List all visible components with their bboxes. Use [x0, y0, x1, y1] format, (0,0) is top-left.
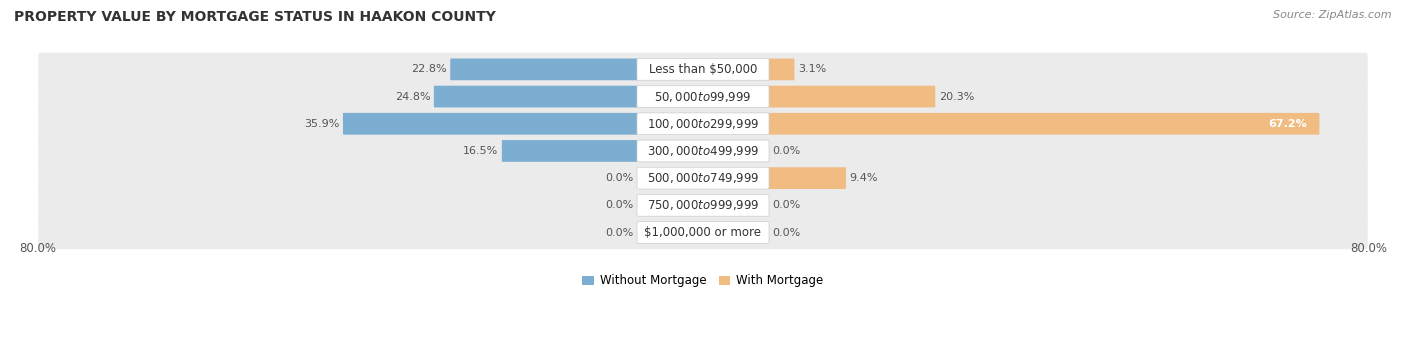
FancyBboxPatch shape [450, 58, 638, 80]
FancyBboxPatch shape [38, 80, 1368, 113]
Text: 80.0%: 80.0% [20, 242, 56, 255]
FancyBboxPatch shape [38, 134, 1368, 168]
Legend: Without Mortgage, With Mortgage: Without Mortgage, With Mortgage [578, 269, 828, 292]
Text: 80.0%: 80.0% [1350, 242, 1386, 255]
Text: 20.3%: 20.3% [939, 91, 974, 102]
Text: 35.9%: 35.9% [304, 119, 339, 129]
Text: $500,000 to $749,999: $500,000 to $749,999 [647, 171, 759, 185]
Text: $300,000 to $499,999: $300,000 to $499,999 [647, 144, 759, 158]
Text: $750,000 to $999,999: $750,000 to $999,999 [647, 198, 759, 212]
Text: 0.0%: 0.0% [773, 200, 801, 210]
FancyBboxPatch shape [38, 107, 1368, 140]
Text: PROPERTY VALUE BY MORTGAGE STATUS IN HAAKON COUNTY: PROPERTY VALUE BY MORTGAGE STATUS IN HAA… [14, 10, 496, 24]
FancyBboxPatch shape [637, 58, 769, 80]
Text: $100,000 to $299,999: $100,000 to $299,999 [647, 117, 759, 131]
FancyBboxPatch shape [768, 113, 1319, 135]
Text: 0.0%: 0.0% [605, 227, 633, 238]
Text: 67.2%: 67.2% [1268, 119, 1306, 129]
Text: 22.8%: 22.8% [411, 64, 447, 74]
FancyBboxPatch shape [38, 189, 1368, 222]
FancyBboxPatch shape [637, 113, 769, 135]
Text: 0.0%: 0.0% [773, 146, 801, 156]
FancyBboxPatch shape [768, 86, 935, 107]
FancyBboxPatch shape [768, 58, 794, 80]
FancyBboxPatch shape [637, 194, 769, 216]
FancyBboxPatch shape [38, 162, 1368, 195]
Text: 9.4%: 9.4% [849, 173, 879, 183]
Text: 16.5%: 16.5% [463, 146, 498, 156]
Text: Source: ZipAtlas.com: Source: ZipAtlas.com [1274, 10, 1392, 20]
FancyBboxPatch shape [637, 86, 769, 107]
FancyBboxPatch shape [343, 113, 638, 135]
Text: 0.0%: 0.0% [605, 200, 633, 210]
Text: 0.0%: 0.0% [773, 227, 801, 238]
Text: $1,000,000 or more: $1,000,000 or more [644, 226, 762, 239]
Text: Less than $50,000: Less than $50,000 [648, 63, 758, 76]
Text: 3.1%: 3.1% [799, 64, 827, 74]
FancyBboxPatch shape [768, 167, 846, 189]
FancyBboxPatch shape [38, 216, 1368, 249]
Text: 24.8%: 24.8% [395, 91, 430, 102]
Text: $50,000 to $99,999: $50,000 to $99,999 [654, 89, 752, 104]
Text: 0.0%: 0.0% [605, 173, 633, 183]
FancyBboxPatch shape [637, 222, 769, 243]
FancyBboxPatch shape [637, 167, 769, 189]
FancyBboxPatch shape [502, 140, 638, 162]
FancyBboxPatch shape [637, 140, 769, 162]
FancyBboxPatch shape [434, 86, 638, 107]
FancyBboxPatch shape [38, 53, 1368, 86]
